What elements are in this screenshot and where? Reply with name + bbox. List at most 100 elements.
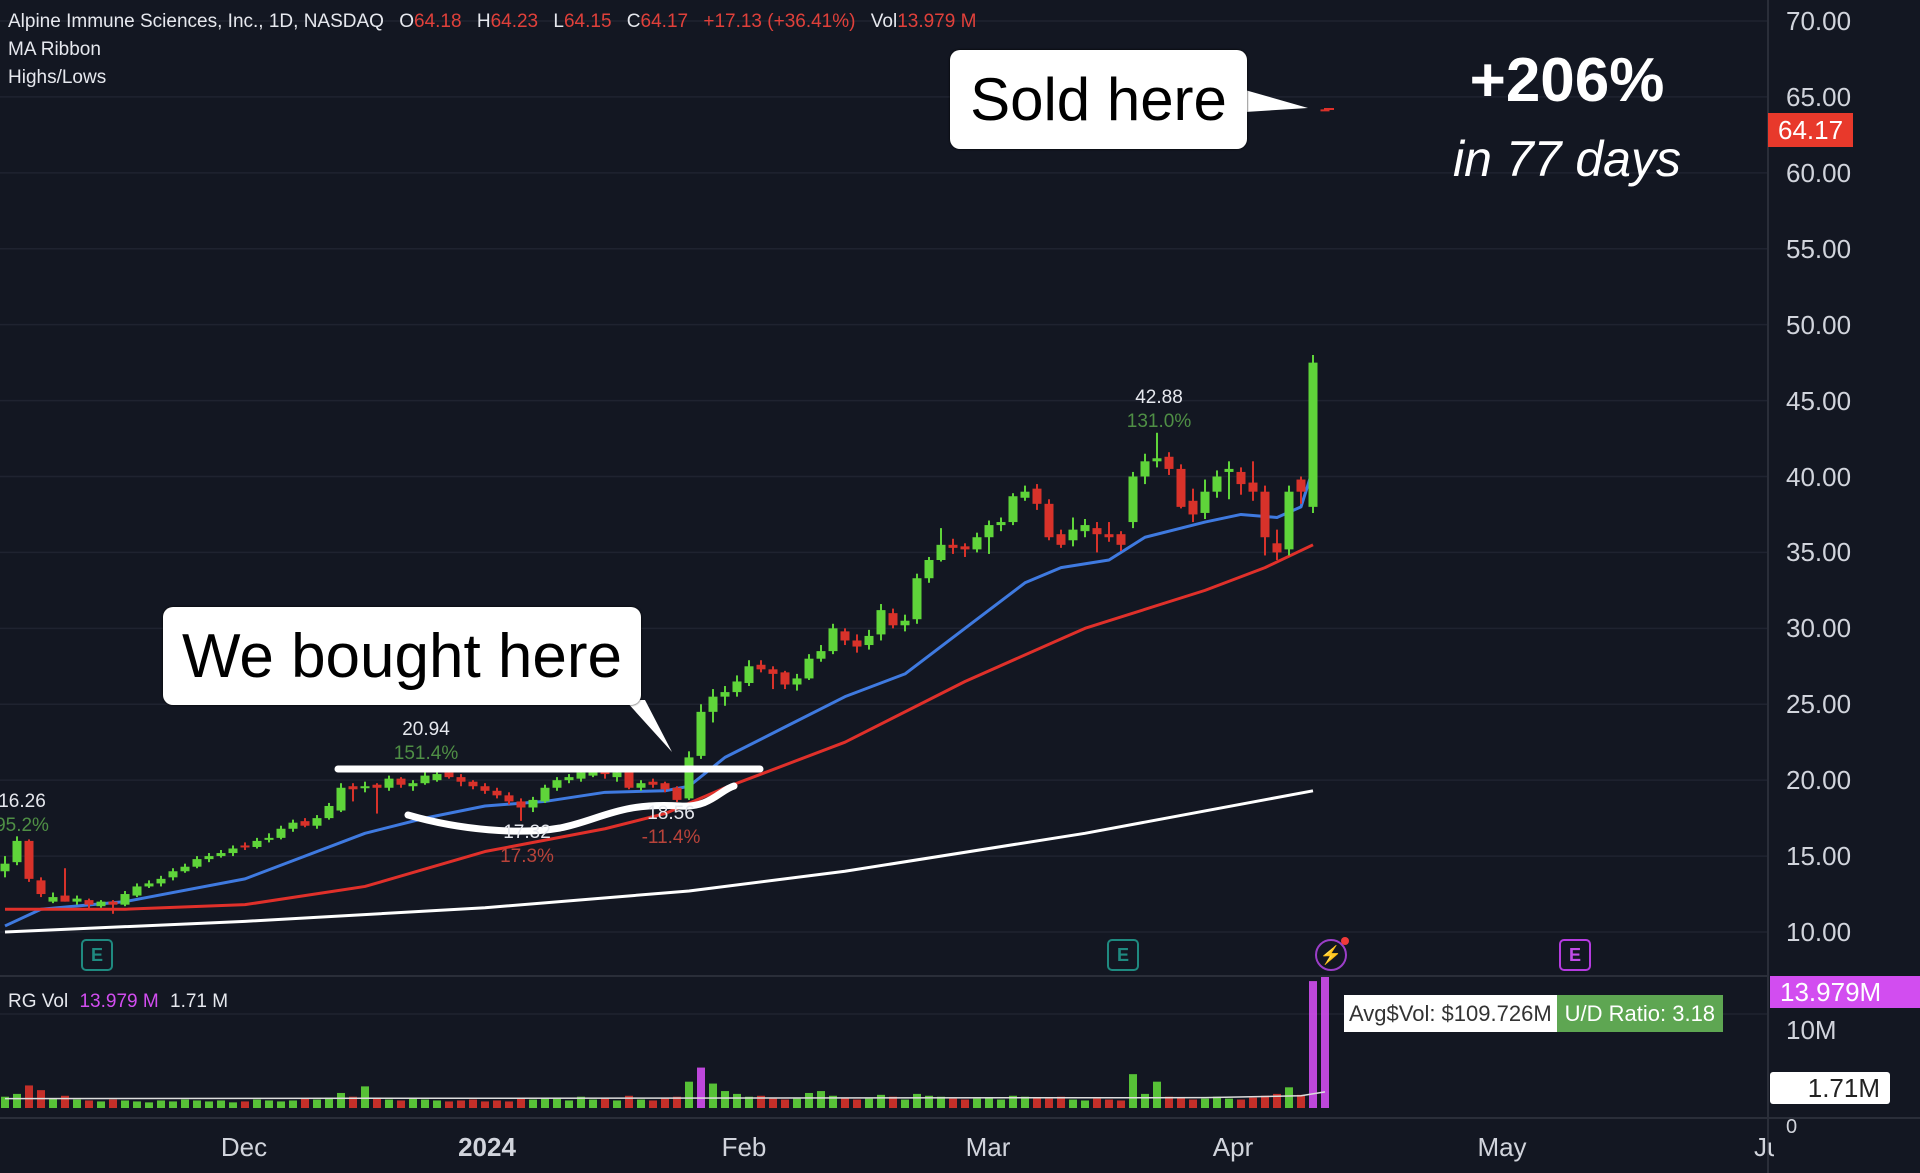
swing-label: 17.32 17.3% <box>500 821 554 869</box>
candle-body <box>264 837 274 840</box>
candle <box>72 895 82 905</box>
volume-bar <box>709 1083 717 1108</box>
volume-bar <box>301 1098 309 1108</box>
volume-bar <box>505 1101 513 1108</box>
volume-bar <box>289 1100 297 1108</box>
candle-body <box>228 848 238 854</box>
ma_slow-line <box>4 789 1314 934</box>
volume-legend[interactable]: RG Vol 13.979 M 1.71 M <box>8 991 228 1013</box>
symbol-legend[interactable]: Alpine Immune Sciences, Inc., 1D, NASDAQ… <box>8 11 976 33</box>
volume-bar <box>1009 1095 1017 1108</box>
candle <box>1128 471 1138 529</box>
candle-body <box>624 771 634 788</box>
upcoming-earnings-icon[interactable]: E <box>1559 939 1591 971</box>
volume-bar <box>721 1091 729 1108</box>
volume-bar <box>1069 1099 1077 1108</box>
candle-body <box>384 778 394 788</box>
candle <box>996 517 1006 532</box>
volume-bars <box>1 976 1329 1108</box>
volume-bar <box>601 1098 609 1108</box>
candle <box>96 900 106 908</box>
candle-body <box>912 578 922 620</box>
candle <box>384 775 394 791</box>
lightning-icon[interactable]: ⚡ <box>1315 937 1349 971</box>
candle <box>1296 476 1306 504</box>
volume-bar <box>985 1097 993 1108</box>
volume-bar <box>589 1099 597 1108</box>
swing-percent: -11.4% <box>641 827 701 848</box>
candle <box>948 538 958 554</box>
volume-bar <box>481 1101 489 1108</box>
volume-bar <box>889 1096 897 1108</box>
candle <box>1092 522 1102 553</box>
indicator-highs-lows[interactable]: Highs/Lows <box>8 67 107 88</box>
volume-bar <box>49 1098 57 1108</box>
volume-bar <box>697 1067 705 1108</box>
volume-bar <box>1 1096 9 1108</box>
candle-body <box>804 658 814 679</box>
candle <box>924 556 934 583</box>
swing-percent: 17.3% <box>500 846 554 867</box>
volume-bar <box>769 1098 777 1108</box>
avg-dollar-volume: Avg$Vol: $109.726M <box>1344 995 1557 1032</box>
volume-avg-tag: 1.71M <box>1770 1072 1890 1104</box>
candle-body <box>636 783 646 788</box>
candle <box>168 868 178 881</box>
volume-bar <box>805 1092 813 1108</box>
candle-body <box>132 886 142 896</box>
candle <box>1200 479 1210 520</box>
volume-bar <box>637 1099 645 1108</box>
candle-body <box>576 772 586 779</box>
candle-body <box>396 778 406 785</box>
price-axis-label: 55.00 <box>1786 233 1852 264</box>
volume-bar <box>973 1098 981 1108</box>
candle-body <box>756 664 766 670</box>
candle <box>768 666 778 690</box>
base-curve-annotation <box>404 782 738 835</box>
candle <box>144 880 154 888</box>
candle-body <box>1140 461 1150 477</box>
candle <box>480 783 490 794</box>
volume-bar <box>937 1096 945 1108</box>
volume-bar <box>433 1100 441 1108</box>
volume-bar <box>865 1098 873 1108</box>
volume-bar <box>925 1095 933 1108</box>
volume-bar <box>517 1098 525 1108</box>
volume-bar <box>1273 1093 1281 1108</box>
candle <box>900 614 910 632</box>
candle-body <box>1236 471 1246 485</box>
candle-body <box>36 880 46 895</box>
candle-body <box>936 544 946 561</box>
candle <box>1116 531 1126 551</box>
sold-callout-tail <box>1245 90 1308 112</box>
volume-bar <box>409 1098 417 1108</box>
candle <box>1044 499 1054 541</box>
candle-body <box>1212 476 1222 492</box>
volume-bar <box>817 1091 825 1108</box>
volume-bar <box>625 1095 633 1108</box>
volume-bar <box>529 1099 537 1108</box>
candle-body <box>684 757 694 799</box>
volume-bar <box>1129 1074 1137 1108</box>
candle <box>960 543 970 557</box>
low-value: 64.15 <box>563 11 612 32</box>
volume-bar <box>217 1100 225 1108</box>
volume-bar <box>457 1100 465 1108</box>
candle-body <box>420 775 430 784</box>
candle-body <box>720 692 730 697</box>
time-label-may: May <box>1477 1132 1527 1162</box>
candle-body <box>600 771 610 775</box>
earnings-icon[interactable]: E <box>81 939 113 971</box>
candle <box>336 783 346 813</box>
time-label-apr: Apr <box>1212 1132 1254 1162</box>
swing-value: 16.26 <box>0 791 46 812</box>
volume-bar <box>901 1099 909 1108</box>
volume-bar <box>181 1099 189 1108</box>
indicator-ma-ribbon[interactable]: MA Ribbon <box>8 39 101 60</box>
candle <box>816 645 826 662</box>
time-label-dec: Dec <box>220 1132 268 1162</box>
earnings-icon[interactable]: E <box>1107 939 1139 971</box>
swing-value: 17.32 <box>503 822 551 843</box>
candle-body <box>696 711 706 756</box>
candle-body <box>144 883 154 887</box>
